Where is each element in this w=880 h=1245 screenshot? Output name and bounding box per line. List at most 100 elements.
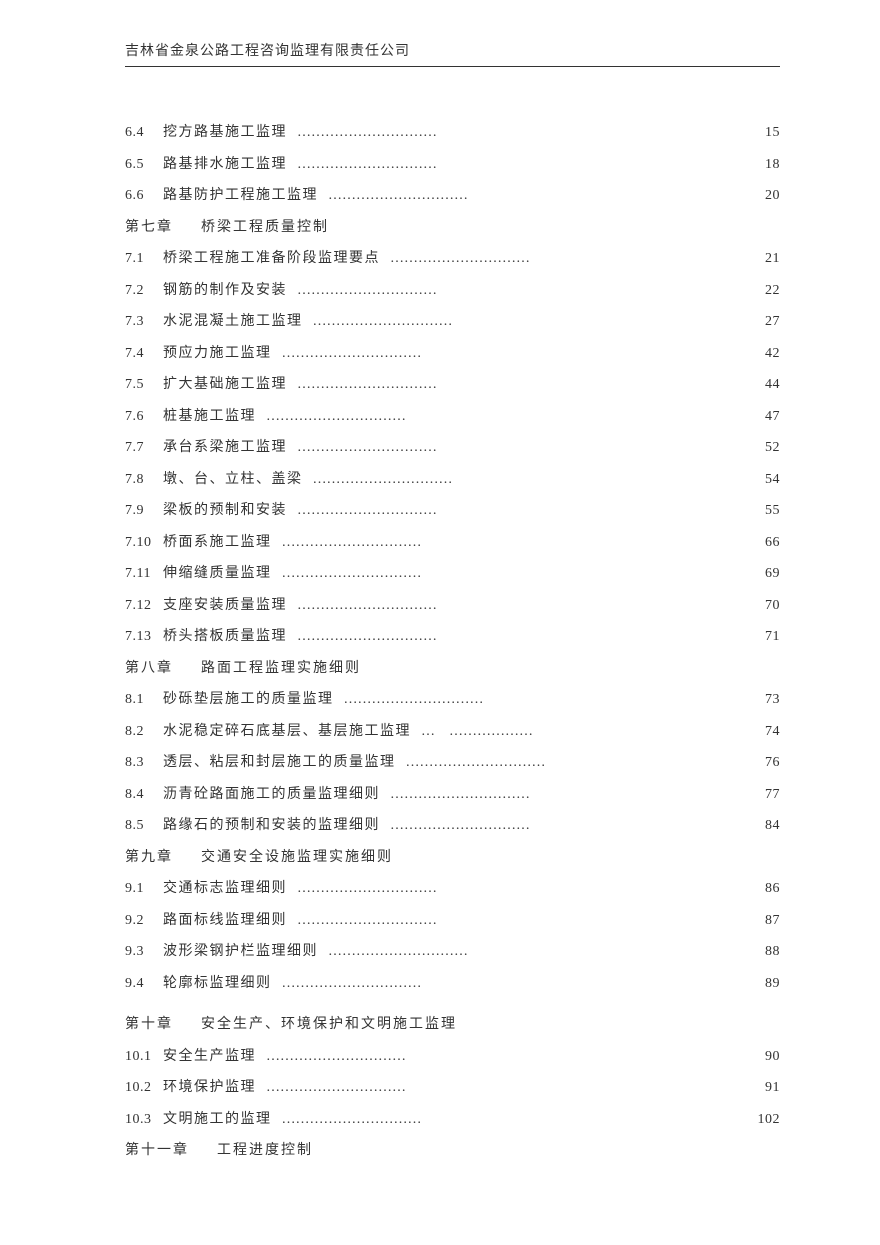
toc-entry: 7.1桥梁工程施工准备阶段监理要点…………………………21 xyxy=(125,243,780,275)
toc-dots: ………………………… xyxy=(344,684,484,716)
toc-dots: ………………………… xyxy=(390,243,530,275)
toc-entry-page: 20 xyxy=(750,180,780,212)
toc-entry: 9.3波形梁钢护栏监理细则…………………………88 xyxy=(125,936,780,968)
toc-chapter-title: 交通安全设施监理实施细则 xyxy=(201,850,393,865)
toc-entry: 6.5路基排水施工监理…………………………18 xyxy=(125,149,780,181)
toc-entry: 8.2水泥稳定碎石底基层、基层施工监理… ………………74 xyxy=(125,716,780,748)
toc-entry-page: 54 xyxy=(750,464,780,496)
toc-entry-title: 支座安装质量监理 xyxy=(163,590,287,622)
toc-dots: ………………………… xyxy=(282,1104,422,1136)
toc-entry-number: 7.12 xyxy=(125,590,163,622)
toc-entry-number: 8.1 xyxy=(125,684,163,716)
toc-entry-number: 10.3 xyxy=(125,1104,163,1136)
toc-entry-number: 6.5 xyxy=(125,149,163,181)
toc-entry-number: 9.4 xyxy=(125,968,163,1000)
toc-entry: 7.13桥头搭板质量监理…………………………71 xyxy=(125,621,780,653)
toc-dots: ………………………… xyxy=(282,527,422,559)
page-header: 吉林省金泉公路工程咨询监理有限责任公司 xyxy=(125,40,780,67)
toc-entry-title: 轮廓标监理细则 xyxy=(163,968,272,1000)
toc-entry-page: 88 xyxy=(750,936,780,968)
toc-chapter: 第九章 交通安全设施监理实施细则 xyxy=(125,842,780,874)
toc-entry-title: 水泥混凝土施工监理 xyxy=(163,306,303,338)
toc-entry-number: 7.4 xyxy=(125,338,163,370)
toc-entry: 7.3水泥混凝土施工监理 ………………………… 27 xyxy=(125,306,780,338)
toc-entry-title: 扩大基础施工监理 xyxy=(163,369,287,401)
toc-entry-page: 44 xyxy=(750,369,780,401)
toc-entry-number: 7.5 xyxy=(125,369,163,401)
toc-entry: 7.7承台系梁施工监理…………………………52 xyxy=(125,432,780,464)
toc-dots: ………………………… xyxy=(313,306,453,338)
toc-entry-title: 路缘石的预制和安装的监理细则 xyxy=(163,810,380,842)
toc-dots: ………………………… xyxy=(297,275,437,307)
toc-dots: ………………………… xyxy=(390,810,530,842)
toc-entry: 7.6桩基施工监理…………………………47 xyxy=(125,401,780,433)
toc-entry-page: 86 xyxy=(750,873,780,905)
toc-entry-page: 69 xyxy=(750,558,780,590)
toc-entry-title: 伸缩缝质量监理 xyxy=(163,558,272,590)
toc-chapter-label: 第十一章 xyxy=(125,1143,189,1158)
toc-entry-page: 66 xyxy=(750,527,780,559)
toc-entry-page: 102 xyxy=(750,1104,780,1136)
toc-dots: ………………………… xyxy=(282,338,422,370)
toc-entry: 6.6路基防护工程施工监理…………………………20 xyxy=(125,180,780,212)
toc-entry-title: 交通标志监理细则 xyxy=(163,873,287,905)
toc-entry-number: 7.1 xyxy=(125,243,163,275)
toc-entry-title: 路基防护工程施工监理 xyxy=(163,180,318,212)
toc-entry-number: 10.1 xyxy=(125,1041,163,1073)
toc-chapter-title: 安全生产、环境保护和文明施工监理 xyxy=(201,1017,457,1032)
toc-entry-number: 9.1 xyxy=(125,873,163,905)
toc-entry-number: 7.8 xyxy=(125,464,163,496)
toc-chapter-label: 第九章 xyxy=(125,850,173,865)
toc-chapter-title: 工程进度控制 xyxy=(217,1143,313,1158)
toc-entry-page: 55 xyxy=(750,495,780,527)
toc-entry-page: 27 xyxy=(750,306,780,338)
toc-dots: ………………………… xyxy=(266,1072,406,1104)
toc-entry-title: 挖方路基施工监理 xyxy=(163,117,287,149)
toc-entry-number: 9.2 xyxy=(125,905,163,937)
toc-chapter-label: 第七章 xyxy=(125,220,173,235)
toc-entry-title: 安全生产监理 xyxy=(163,1041,256,1073)
toc-chapter: 第七章桥梁工程质量控制 xyxy=(125,212,780,244)
toc-entry-title: 梁板的预制和安装 xyxy=(163,495,287,527)
toc-entry-page: 47 xyxy=(750,401,780,433)
toc-entry-number: 7.7 xyxy=(125,432,163,464)
table-of-contents: 6.4挖方路基施工监理…………………………156.5路基排水施工监理………………… xyxy=(125,117,780,1167)
toc-entry-number: 7.6 xyxy=(125,401,163,433)
toc-dots: ………………………… xyxy=(297,117,437,149)
toc-entry: 7.11伸缩缝质量监理 ………………………… 69 xyxy=(125,558,780,590)
toc-entry-page: 73 xyxy=(750,684,780,716)
toc-entry-title: 预应力施工监理 xyxy=(163,338,272,370)
toc-entry-title: 墩、台、立柱、盖梁 xyxy=(163,464,303,496)
toc-entry: 8.3透层、粘层和封层施工的质量监理…………………………76 xyxy=(125,747,780,779)
toc-entry-number: 6.4 xyxy=(125,117,163,149)
toc-entry-number: 7.2 xyxy=(125,275,163,307)
toc-entry-number: 10.2 xyxy=(125,1072,163,1104)
toc-entry-page: 84 xyxy=(750,810,780,842)
toc-entry: 9.2路面标线监理细则…………………………87 xyxy=(125,905,780,937)
toc-entry-title: 砂砾垫层施工的质量监理 xyxy=(163,684,334,716)
toc-entry-number: 6.6 xyxy=(125,180,163,212)
toc-entry-title: 承台系梁施工监理 xyxy=(163,432,287,464)
toc-entry-page: 22 xyxy=(750,275,780,307)
toc-entry-title: 文明施工的监理 xyxy=(163,1104,272,1136)
toc-dots: … ……………… xyxy=(421,716,533,748)
toc-entry-number: 7.11 xyxy=(125,558,163,590)
toc-gap xyxy=(125,999,780,1009)
toc-dots: ………………………… xyxy=(390,779,530,811)
toc-entry: 8.4沥青砼路面施工的质量监理细则…………………………77 xyxy=(125,779,780,811)
toc-entry: 6.4挖方路基施工监理…………………………15 xyxy=(125,117,780,149)
toc-entry-number: 7.3 xyxy=(125,306,163,338)
toc-entry: 10.3文明施工的监理 ………………………… 102 xyxy=(125,1104,780,1136)
toc-entry-title: 桥梁工程施工准备阶段监理要点 xyxy=(163,243,380,275)
toc-entry-title: 沥青砼路面施工的质量监理细则 xyxy=(163,779,380,811)
toc-entry-title: 桥面系施工监理 xyxy=(163,527,272,559)
toc-entry-page: 71 xyxy=(750,621,780,653)
toc-chapter: 第十章安全生产、环境保护和文明施工监理 xyxy=(125,1009,780,1041)
toc-dots: ………………………… xyxy=(328,936,468,968)
toc-chapter: 第八章路面工程监理实施细则 xyxy=(125,653,780,685)
toc-entry-number: 9.3 xyxy=(125,936,163,968)
toc-entry-page: 90 xyxy=(750,1041,780,1073)
toc-entry-number: 7.10 xyxy=(125,527,163,559)
toc-entry-page: 70 xyxy=(750,590,780,622)
toc-dots: ………………………… xyxy=(282,558,422,590)
